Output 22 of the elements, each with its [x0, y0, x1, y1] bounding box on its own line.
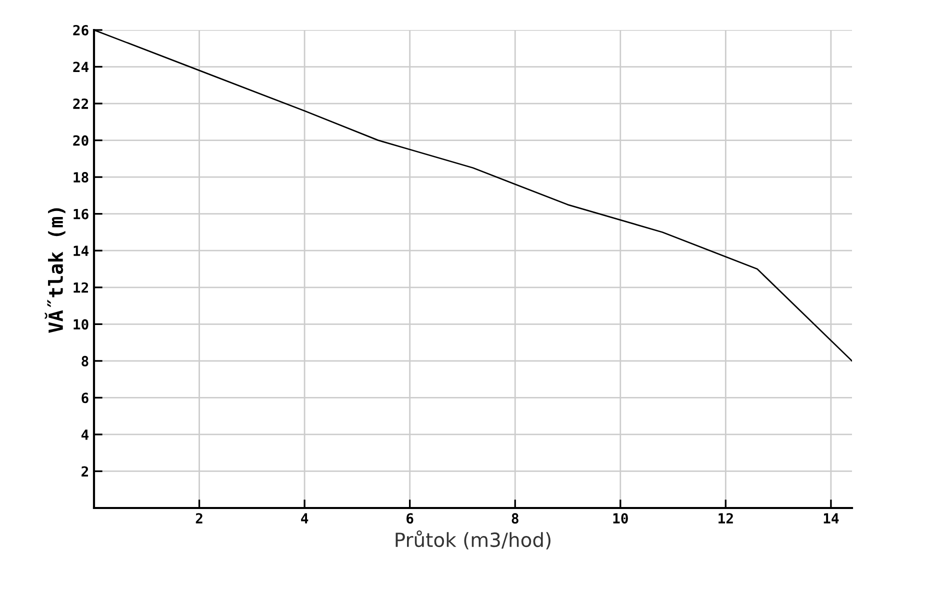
- y-tick-label: 6: [82, 392, 88, 404]
- y-tick-label: 8: [82, 356, 88, 366]
- y-tick-label: 18: [74, 172, 88, 183]
- y-tick-label: 2: [82, 466, 88, 477]
- x-tick-label: 4: [301, 513, 308, 524]
- x-tick-label: 2: [196, 513, 202, 524]
- x-tick-label: 12: [718, 513, 733, 524]
- y-tick-label: 16: [74, 208, 88, 220]
- y-tick-label: 24: [73, 62, 89, 72]
- y-tick-label: 20: [73, 135, 88, 146]
- y-tick-label: 22: [73, 98, 88, 109]
- y-tick-label: 4: [81, 430, 89, 440]
- x-tick-label: 10: [613, 513, 628, 524]
- x-tick-label: 6: [406, 513, 414, 524]
- x-axis-title: Průtok (m3/hod): [396, 530, 550, 550]
- x-tick-label: 14: [824, 513, 839, 524]
- y-tick-label: 10: [74, 319, 88, 330]
- y-tick-label: 26: [73, 24, 88, 36]
- y-tick-label: 12: [74, 282, 88, 293]
- y-tick-label: 14: [74, 246, 89, 256]
- y-axis-title: VĂ˝tlak (m): [44, 208, 66, 333]
- x-tick-label: 8: [512, 513, 518, 524]
